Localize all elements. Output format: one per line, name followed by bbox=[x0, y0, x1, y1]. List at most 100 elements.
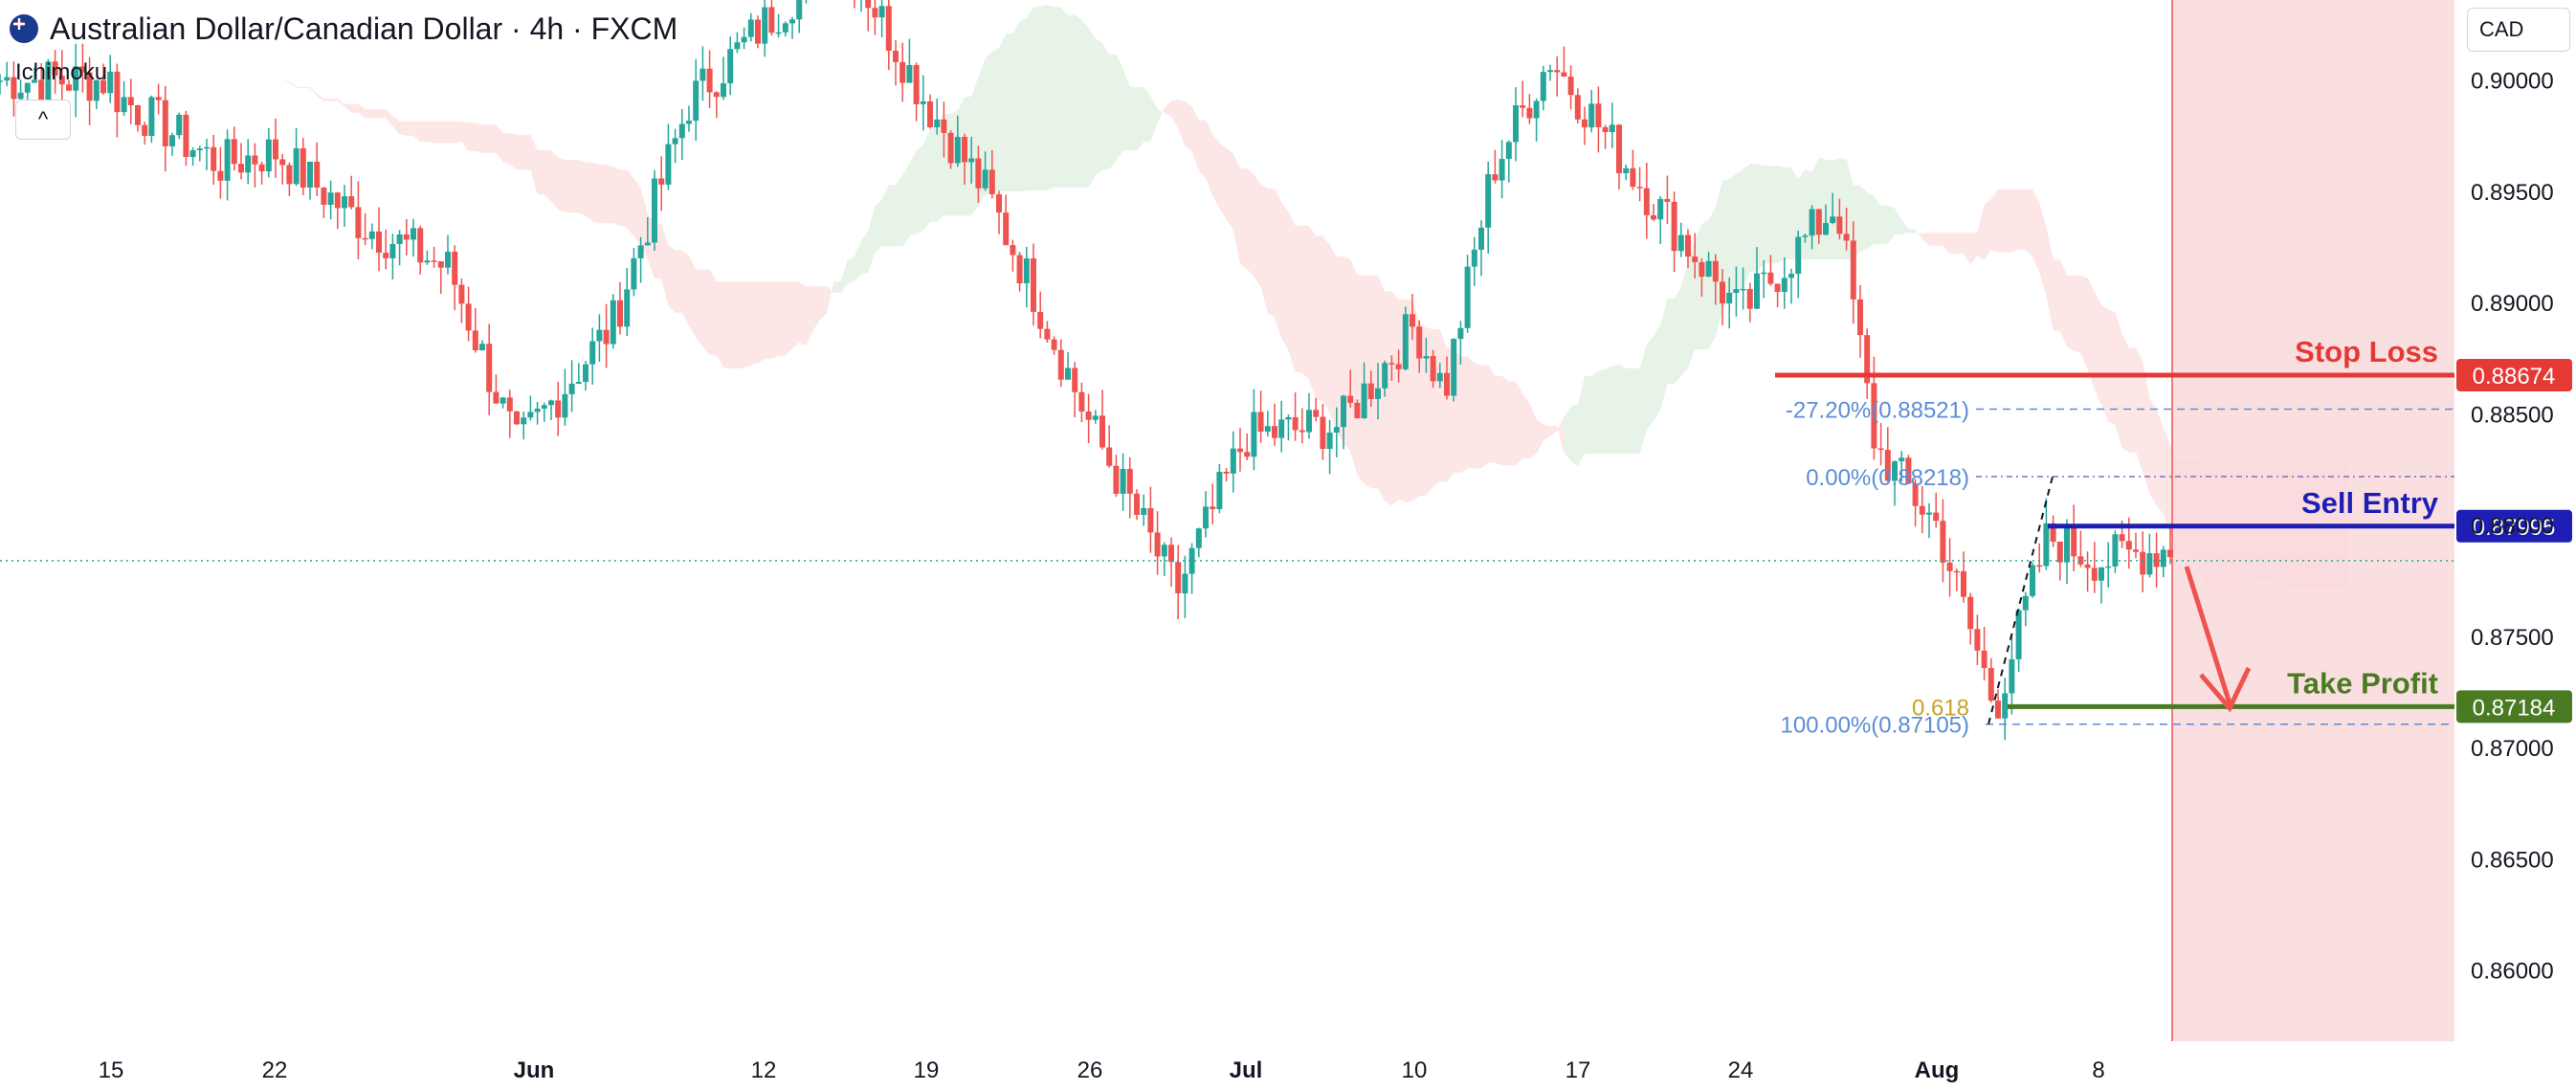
candle-body bbox=[1402, 314, 1409, 369]
candle-body bbox=[383, 253, 389, 258]
candle-body bbox=[706, 68, 713, 93]
candle-body bbox=[1636, 187, 1643, 189]
ichimoku-cloud bbox=[1164, 100, 1565, 506]
candle-body bbox=[431, 260, 437, 262]
candle-body bbox=[1299, 430, 1305, 433]
candle-body bbox=[1471, 249, 1477, 267]
candle-body bbox=[762, 7, 768, 44]
candle-body bbox=[555, 400, 562, 418]
time-tick-label: Jun bbox=[514, 1058, 555, 1083]
candle-body bbox=[721, 83, 726, 98]
candle-body bbox=[2105, 566, 2112, 568]
candle-body bbox=[906, 65, 913, 83]
candle-body bbox=[1285, 416, 1292, 420]
candle-body bbox=[1223, 471, 1230, 474]
candle-body bbox=[2077, 556, 2084, 565]
candle-body bbox=[238, 164, 244, 173]
level-price-label: 0.87184 bbox=[2473, 695, 2556, 721]
candle-body bbox=[300, 147, 306, 189]
candle-body bbox=[1326, 432, 1333, 450]
price-tick-label: 0.87000 bbox=[2471, 736, 2554, 762]
price-tick-label: 0.89500 bbox=[2471, 180, 2554, 206]
candle-body bbox=[934, 119, 941, 127]
currency-button[interactable]: CAD bbox=[2467, 8, 2570, 52]
candle-body bbox=[327, 192, 334, 205]
candle-body bbox=[396, 234, 403, 244]
candle-body bbox=[1031, 257, 1036, 312]
candle-body bbox=[2050, 523, 2056, 542]
candle-body bbox=[1333, 427, 1340, 433]
candle-body bbox=[603, 329, 610, 345]
candle-body bbox=[114, 71, 121, 113]
candle-body bbox=[258, 164, 265, 172]
candle-body bbox=[1871, 383, 1877, 449]
candle-body bbox=[624, 289, 631, 327]
candle-body bbox=[479, 344, 485, 350]
candle-body bbox=[954, 137, 961, 164]
candle-body bbox=[1892, 461, 1898, 481]
price-tick-label: 0.88500 bbox=[2471, 402, 2554, 428]
candle-body bbox=[1010, 245, 1016, 256]
candle-body bbox=[411, 228, 416, 240]
time-tick-label: Aug bbox=[1915, 1058, 1960, 1083]
candle-body bbox=[768, 7, 775, 33]
candle-body bbox=[506, 397, 513, 412]
candle-body bbox=[982, 169, 988, 189]
candle-body bbox=[568, 383, 575, 394]
candle-body bbox=[665, 144, 672, 185]
candle-body bbox=[1499, 159, 1505, 181]
candle-body bbox=[1795, 236, 1802, 275]
indicator-label[interactable]: Ichimoku bbox=[15, 59, 108, 85]
candle-body bbox=[1850, 240, 1856, 300]
candle-body bbox=[2167, 549, 2173, 558]
candle-body bbox=[1057, 349, 1064, 380]
fib-swing-line bbox=[1988, 476, 2054, 724]
candle-body bbox=[424, 260, 431, 263]
forecast-zone bbox=[2171, 0, 2454, 1041]
candle-body bbox=[100, 79, 106, 94]
candle-body bbox=[1926, 512, 1932, 515]
candle-body bbox=[79, 66, 86, 73]
level-name: Stop Loss bbox=[2295, 335, 2438, 368]
candle-body bbox=[975, 158, 982, 189]
time-tick-label: 8 bbox=[2092, 1058, 2104, 1083]
candle-body bbox=[1444, 372, 1450, 396]
candle-body bbox=[996, 194, 1002, 213]
candle-body bbox=[1099, 415, 1105, 448]
candle-body bbox=[1023, 257, 1030, 284]
candle-body bbox=[2140, 551, 2146, 575]
candle-body bbox=[176, 114, 183, 136]
candle-body bbox=[920, 100, 926, 104]
candle-body bbox=[962, 137, 967, 163]
candle-body bbox=[321, 188, 327, 205]
candle-body bbox=[486, 344, 493, 392]
candle-body bbox=[637, 245, 644, 258]
candle-body bbox=[644, 242, 651, 246]
price-axis[interactable]: 0.90000 0.89500 0.89000 0.88500 0.88000 0.875… bbox=[2471, 69, 2554, 985]
candle-body bbox=[1492, 174, 1499, 181]
candle-body bbox=[52, 61, 58, 77]
candle-body bbox=[652, 178, 657, 243]
candle-body bbox=[1533, 100, 1540, 119]
candle-body bbox=[86, 72, 93, 101]
candle-body bbox=[796, 0, 803, 20]
level-name: Sell Entry bbox=[2301, 486, 2439, 520]
candle-body bbox=[1705, 260, 1712, 278]
time-axis[interactable]: 15 22 Jun 12 19 26 Jul 10 17 24 Aug 8 bbox=[99, 1058, 2105, 1083]
time-tick-label: 26 bbox=[1077, 1058, 1103, 1083]
candle-body bbox=[24, 82, 31, 93]
price-tick-label: 0.89000 bbox=[2471, 291, 2554, 317]
candle-body bbox=[1257, 412, 1264, 432]
chart-header: Australian Dollar/Canadian Dollar · 4h ·… bbox=[0, 0, 677, 57]
candle-body bbox=[734, 42, 741, 50]
candle-body bbox=[1505, 142, 1512, 160]
candle-body bbox=[1953, 570, 1960, 573]
candle-body bbox=[1464, 266, 1471, 328]
candle-body bbox=[1272, 426, 1277, 438]
collapse-indicators-button[interactable]: ^ bbox=[15, 100, 71, 140]
symbol-title[interactable]: Australian Dollar/Canadian Dollar · 4h ·… bbox=[50, 11, 678, 46]
candle-body bbox=[265, 139, 272, 172]
candle-body bbox=[1836, 216, 1843, 234]
candle-body bbox=[988, 169, 995, 195]
